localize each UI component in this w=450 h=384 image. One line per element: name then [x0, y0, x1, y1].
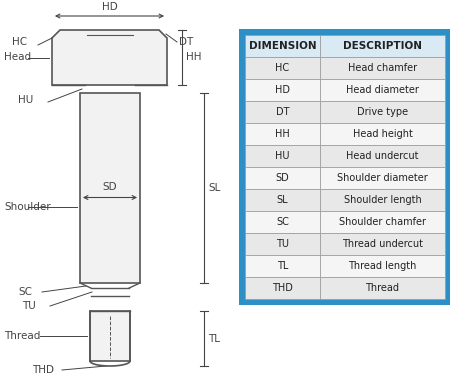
Text: HH: HH: [275, 129, 290, 139]
Bar: [245, 255, 320, 277]
Text: DESCRIPTION: DESCRIPTION: [343, 41, 422, 51]
Bar: [239, 29, 450, 305]
Text: HD: HD: [275, 85, 290, 95]
Bar: [320, 145, 445, 167]
Text: TL: TL: [208, 333, 220, 344]
Bar: [320, 233, 445, 255]
Bar: [320, 123, 445, 145]
Bar: [320, 255, 445, 277]
Bar: [320, 189, 445, 211]
Text: HU: HU: [275, 151, 290, 161]
Bar: [90, 311, 130, 361]
Bar: [80, 93, 140, 283]
Bar: [320, 79, 445, 101]
Text: Thread: Thread: [365, 283, 400, 293]
Text: Shoulder chamfer: Shoulder chamfer: [339, 217, 426, 227]
Bar: [245, 277, 320, 299]
Bar: [245, 233, 320, 255]
Text: HC: HC: [275, 63, 289, 73]
Bar: [245, 101, 320, 123]
Text: HH: HH: [186, 53, 202, 63]
Text: THD: THD: [32, 365, 54, 375]
Text: SC: SC: [18, 287, 32, 297]
Text: Head chamfer: Head chamfer: [348, 63, 417, 73]
Text: Shoulder diameter: Shoulder diameter: [337, 173, 428, 183]
Bar: [245, 35, 320, 57]
Text: HD: HD: [102, 2, 117, 12]
Text: TL: TL: [277, 261, 288, 271]
Bar: [320, 211, 445, 233]
Text: Drive type: Drive type: [357, 107, 408, 117]
Bar: [245, 189, 320, 211]
Bar: [320, 167, 445, 189]
Bar: [245, 145, 320, 167]
Bar: [245, 57, 320, 79]
Bar: [245, 123, 320, 145]
Text: Shoulder length: Shoulder length: [344, 195, 421, 205]
Bar: [320, 101, 445, 123]
Text: SL: SL: [277, 195, 288, 205]
Text: Thread undercut: Thread undercut: [342, 239, 423, 249]
Text: Thread: Thread: [4, 331, 40, 341]
Bar: [245, 79, 320, 101]
Text: TU: TU: [22, 301, 36, 311]
Text: SD: SD: [103, 182, 117, 192]
Text: Head height: Head height: [352, 129, 413, 139]
Bar: [320, 57, 445, 79]
Text: Shoulder: Shoulder: [4, 202, 50, 212]
Text: SD: SD: [275, 173, 289, 183]
Text: DT: DT: [276, 107, 289, 117]
Text: Head diameter: Head diameter: [346, 85, 419, 95]
Text: HC: HC: [12, 37, 27, 47]
Text: THD: THD: [272, 283, 293, 293]
Text: TU: TU: [276, 239, 289, 249]
Bar: [245, 167, 320, 189]
Text: DT: DT: [179, 37, 193, 47]
Bar: [320, 35, 445, 57]
Text: HU: HU: [18, 95, 33, 105]
Text: Head: Head: [4, 53, 31, 63]
Text: SC: SC: [276, 217, 289, 227]
Text: Head undercut: Head undercut: [346, 151, 419, 161]
Text: DIMENSION: DIMENSION: [249, 41, 316, 51]
Bar: [320, 277, 445, 299]
Text: SL: SL: [208, 183, 220, 193]
Bar: [245, 211, 320, 233]
Polygon shape: [52, 30, 167, 85]
Text: Thread length: Thread length: [348, 261, 417, 271]
